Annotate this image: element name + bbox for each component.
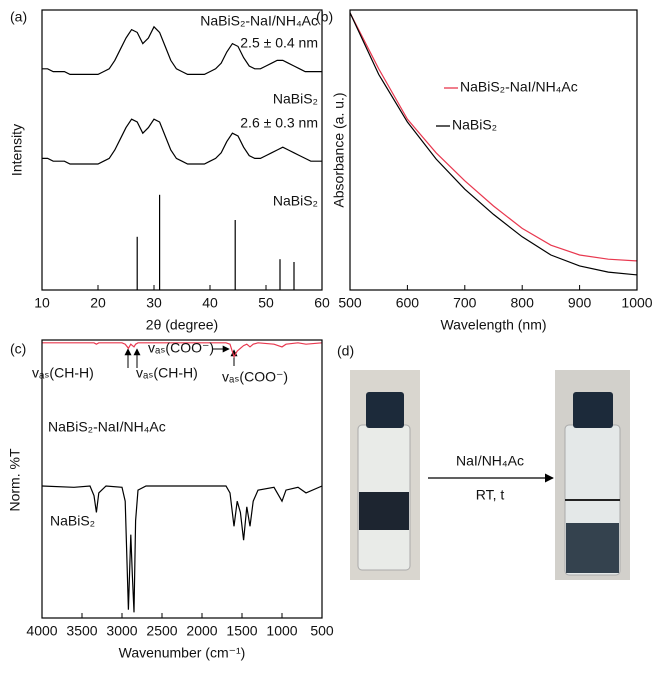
peak-annotation: vₐₛ(COO⁻) xyxy=(148,340,214,356)
series-line xyxy=(41,485,323,613)
vial-solid xyxy=(566,523,619,573)
x-tick-label: 20 xyxy=(90,295,106,311)
y-axis-label: Absorbance (a. u.) xyxy=(331,92,347,207)
series-label: NaBiS₂ xyxy=(273,91,318,107)
x-tick-label: 2000 xyxy=(186,623,217,639)
x-tick-label: 10 xyxy=(34,295,50,311)
size-annotation: 2.6 ± 0.3 nm xyxy=(240,115,318,131)
x-tick-label: 60 xyxy=(314,295,330,311)
size-annotation: 2.5 ± 0.4 nm xyxy=(240,35,318,51)
panel-label: (b) xyxy=(316,9,333,25)
panel-label: (c) xyxy=(10,341,26,357)
series-label: NaBiS₂ xyxy=(50,513,95,529)
vial-solid xyxy=(359,492,409,530)
x-axis-label: 2θ (degree) xyxy=(146,317,218,333)
peak-annotation: vₐₛ(COO⁻) xyxy=(222,369,288,385)
legend-label: NaBiS₂-NaI/NH₄Ac xyxy=(460,79,578,95)
x-tick-label: 50 xyxy=(258,295,274,311)
plot-frame xyxy=(349,9,638,291)
x-axis-label: Wavenumber (cm⁻¹) xyxy=(119,645,246,661)
x-tick-label: 600 xyxy=(396,295,420,311)
x-tick-label: 40 xyxy=(202,295,218,311)
annotation-arrows xyxy=(124,345,238,368)
vial-cap xyxy=(366,392,404,428)
x-tick-label: 4000 xyxy=(26,623,57,639)
plot-frame xyxy=(41,339,323,619)
y-axis-label: Intensity xyxy=(9,124,25,176)
series-label: NaBiS₂-NaI/NH₄Ac xyxy=(48,419,166,435)
condition-label: RT, t xyxy=(476,487,505,503)
panel-label: (a) xyxy=(10,9,27,25)
x-tick-label: 3000 xyxy=(106,623,137,639)
x-axis-label: Wavelength (nm) xyxy=(440,317,546,333)
x-tick-label: 3500 xyxy=(66,623,97,639)
x-tick-label: 900 xyxy=(568,295,592,311)
series-line xyxy=(42,118,322,165)
y-axis-label: Norm. %T xyxy=(7,448,23,511)
x-tick-label: 1000 xyxy=(266,623,297,639)
reference-label: NaBiS₂ xyxy=(273,193,318,209)
series-line xyxy=(42,25,322,76)
panel-label: (d) xyxy=(337,343,354,359)
series-line xyxy=(349,12,638,276)
peak-annotation: vₐₛ(CH-H) xyxy=(136,365,198,381)
plot-frame xyxy=(41,9,323,291)
series-label: NaBiS₂-NaI/NH₄Ac xyxy=(200,13,318,29)
x-tick-label: 30 xyxy=(146,295,162,311)
vial-cap xyxy=(573,392,613,428)
x-tick-label: 700 xyxy=(453,295,477,311)
legend-label: NaBiS₂ xyxy=(452,117,497,133)
series-line xyxy=(349,12,638,262)
x-tick-label: 1500 xyxy=(226,623,257,639)
x-tick-label: 500 xyxy=(310,623,334,639)
peak-annotation: vₐₛ(CH-H) xyxy=(32,365,94,381)
x-tick-label: 2500 xyxy=(146,623,177,639)
photo-panel: (d) NaI/NH₄Ac RT, t xyxy=(337,343,630,580)
reagent-label: NaI/NH₄Ac xyxy=(456,453,524,469)
x-tick-label: 500 xyxy=(338,295,362,311)
x-tick-label: 800 xyxy=(511,295,535,311)
x-tick-label: 1000 xyxy=(621,295,652,311)
series-line xyxy=(42,342,323,359)
